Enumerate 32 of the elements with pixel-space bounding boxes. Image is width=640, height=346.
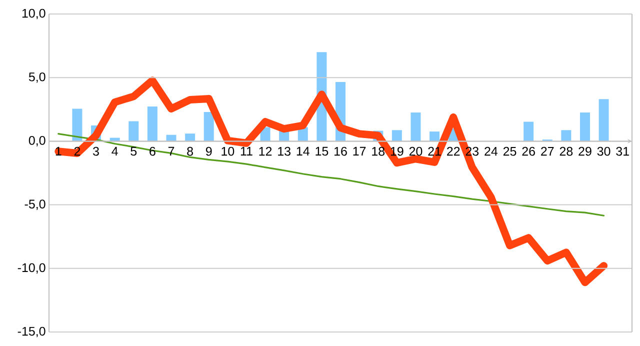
x-tick-label: 4: [112, 146, 118, 156]
y-tick-label: -10,0: [18, 263, 46, 274]
x-tick-label: 2: [74, 146, 80, 156]
x-tick-label: 18: [372, 146, 385, 156]
x-tick-label: 16: [334, 146, 347, 156]
x-tick-label: 9: [206, 146, 212, 156]
x-tick-label: 29: [578, 146, 592, 156]
x-tick-label: 15: [316, 146, 328, 156]
x-tick-label: 1: [56, 146, 62, 156]
x-tick-label: 31: [616, 146, 629, 156]
y-tick-label: -5,0: [24, 200, 46, 210]
y-tick-label: 5,0: [28, 72, 46, 83]
y-tick-label: -15,0: [18, 326, 46, 338]
x-tick-label: 8: [187, 146, 193, 156]
x-tick-label: 25: [503, 146, 516, 156]
x-tick-label: 11: [240, 146, 252, 156]
x-tick-label: 26: [522, 146, 535, 156]
y-tick-label: 10,0: [22, 8, 46, 20]
x-tick-label: 10: [222, 146, 234, 156]
x-tick-label: 17: [353, 146, 366, 156]
x-tick-label: 27: [541, 146, 554, 156]
x-tick-label: 5: [130, 146, 137, 156]
x-tick-label: 3: [93, 146, 99, 156]
x-tick-label: 22: [447, 146, 460, 156]
x-tick-label: 30: [597, 146, 610, 156]
y-tick-label: 0,0: [28, 136, 46, 146]
x-tick-label: 13: [278, 146, 290, 156]
x-tick-label: 14: [296, 146, 310, 156]
x-tick-label: 28: [560, 146, 573, 156]
x-tick-label: 24: [484, 146, 498, 156]
x-tick-label: 12: [259, 146, 272, 156]
x-tick-label: 20: [409, 146, 422, 156]
